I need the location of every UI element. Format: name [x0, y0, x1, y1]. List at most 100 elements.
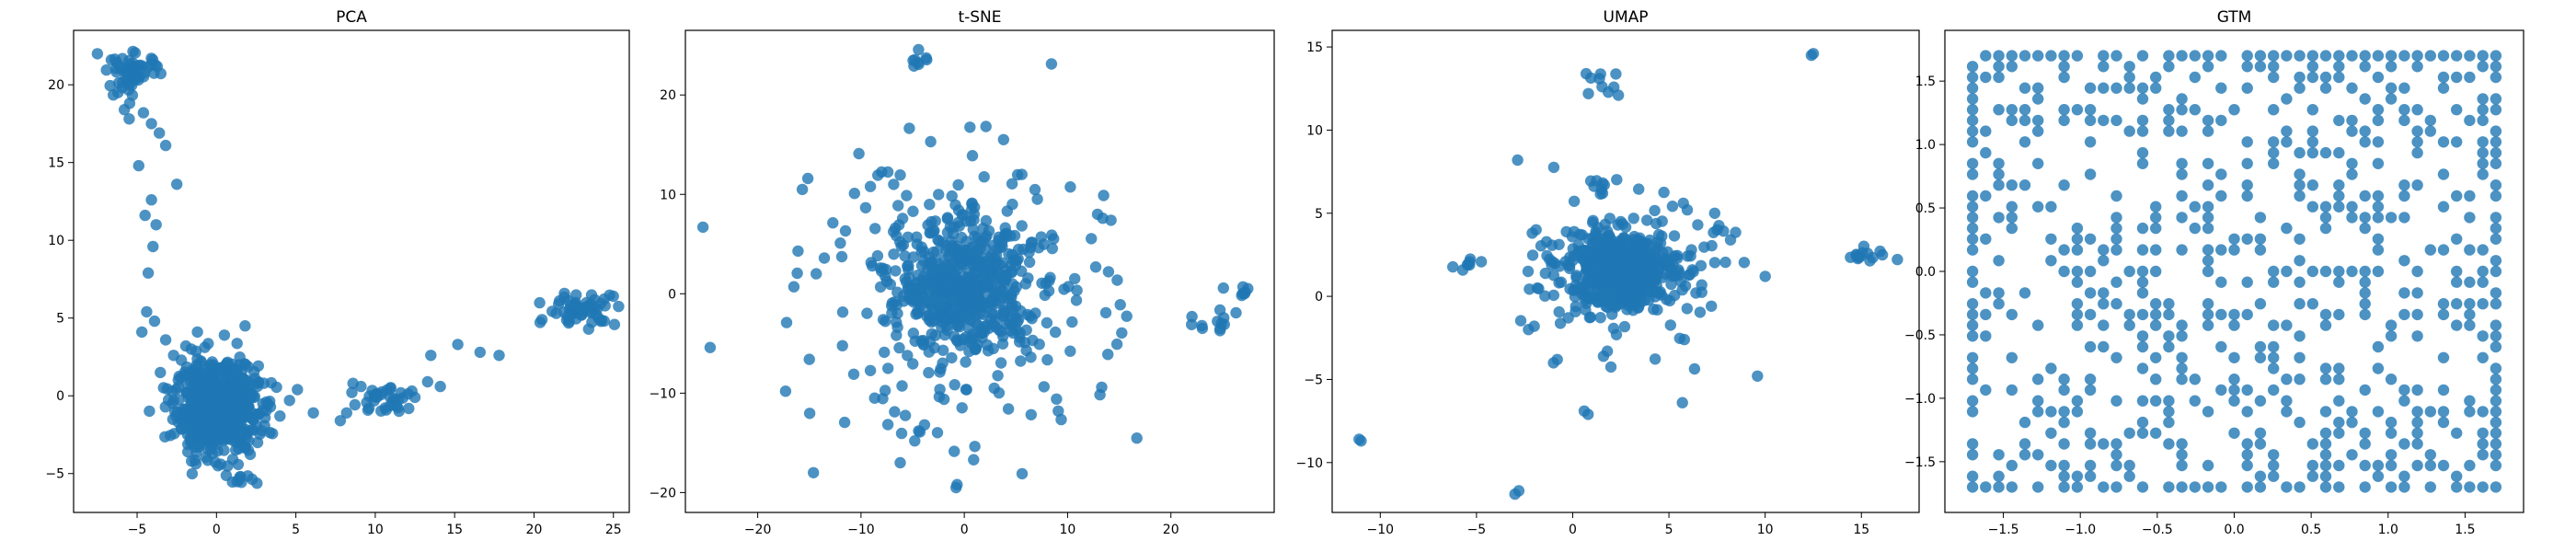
data-point [1692, 219, 1704, 231]
data-point [1966, 449, 1979, 461]
data-point [2071, 265, 2084, 278]
data-point [142, 267, 155, 279]
data-point [1242, 282, 1254, 294]
data-point [2123, 319, 2135, 331]
data-point [2411, 384, 2423, 397]
data-point [2451, 427, 2463, 439]
data-point [570, 313, 582, 325]
data-point [2346, 265, 2358, 278]
data-point [2411, 427, 2423, 439]
data-point [2058, 244, 2070, 256]
data-point [1632, 240, 1644, 252]
data-point [1677, 197, 1689, 210]
data-point [2319, 470, 2332, 482]
data-point [2241, 459, 2253, 472]
data-point [2123, 459, 2135, 472]
data-point [2281, 93, 2293, 105]
data-point [993, 231, 1005, 243]
data-point [292, 384, 304, 396]
data-point [2110, 276, 2122, 288]
data-point [165, 430, 177, 442]
data-point [1641, 214, 1653, 226]
data-point [1596, 177, 1609, 190]
data-point [848, 188, 860, 200]
data-point [2071, 319, 2084, 331]
data-point [2176, 351, 2188, 363]
data-point [2398, 470, 2410, 482]
data-point [2136, 50, 2149, 62]
data-point [2359, 298, 2371, 310]
data-point [968, 454, 980, 466]
data-point [2045, 362, 2057, 374]
data-point [2411, 146, 2423, 159]
data-point [2176, 481, 2188, 493]
data-point [613, 300, 625, 313]
data-point [2477, 136, 2489, 148]
data-point [1052, 405, 1064, 417]
data-point [1966, 470, 1979, 482]
umap-panel: UMAP −10 −5 0 5 10 15 −10 −5 0 5 10 15 [1295, 8, 1920, 537]
data-point [1578, 245, 1591, 257]
data-point [1724, 234, 1737, 246]
data-point [907, 205, 919, 217]
data-point [2176, 93, 2188, 105]
data-point [425, 350, 437, 362]
data-point [2084, 340, 2097, 353]
data-point [1618, 320, 1631, 333]
data-point [2202, 255, 2214, 267]
data-point [2202, 157, 2214, 169]
data-point [1980, 125, 1992, 137]
data-point [2215, 276, 2227, 288]
data-point [2006, 114, 2018, 127]
x-tick-label: 5 [292, 523, 300, 537]
data-point [173, 394, 185, 406]
data-point [1993, 71, 2005, 84]
y-tick-label: 20 [48, 78, 64, 93]
data-point [2490, 384, 2502, 397]
data-point [1010, 323, 1022, 336]
data-point [2319, 449, 2332, 461]
data-point [2098, 82, 2110, 94]
data-point [2189, 201, 2201, 213]
data-point [2268, 319, 2280, 331]
data-point [1560, 225, 1572, 238]
data-point [864, 180, 877, 192]
data-point [2268, 470, 2280, 482]
data-point [585, 289, 598, 301]
data-point [1980, 233, 1992, 245]
data-point [942, 311, 955, 323]
data-point [229, 401, 241, 414]
data-point [1015, 355, 1027, 367]
x-tick-label: 0 [1569, 523, 1577, 537]
data-point [2464, 395, 2476, 407]
data-point [2176, 125, 2188, 137]
data-point [1596, 187, 1609, 200]
data-point [2006, 222, 2018, 235]
data-point [2490, 406, 2502, 418]
data-point [145, 194, 157, 206]
data-point [2464, 298, 2476, 310]
data-point [968, 213, 980, 226]
data-point [1040, 277, 1052, 290]
data-point [2281, 125, 2293, 137]
data-point [2228, 374, 2240, 385]
data-point [1652, 228, 1665, 241]
data-point [894, 456, 906, 469]
data-point [1681, 303, 1694, 315]
data-point [244, 376, 256, 388]
data-point [2437, 384, 2450, 397]
data-point [204, 398, 216, 410]
data-point [189, 441, 201, 454]
data-point [1634, 266, 1647, 278]
data-point [888, 178, 900, 190]
data-point [2110, 351, 2122, 363]
data-point [1993, 212, 2005, 224]
data-point [558, 291, 570, 304]
data-point [2359, 190, 2371, 202]
data-point [1647, 265, 1660, 277]
data-point [199, 341, 211, 353]
data-point [2319, 50, 2332, 62]
data-point [1000, 270, 1013, 282]
data-point [2163, 340, 2175, 353]
data-point [1576, 229, 1589, 241]
